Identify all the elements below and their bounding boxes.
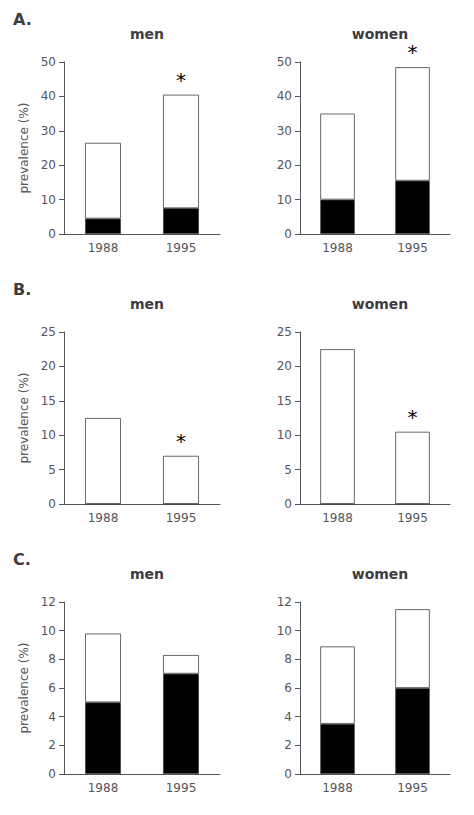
svg-text:men: men (130, 26, 164, 42)
svg-text:*: * (408, 405, 418, 429)
svg-text:prevalence (%): prevalence (%) (17, 102, 31, 193)
svg-text:prevalence (%): prevalence (%) (17, 642, 31, 733)
svg-text:5: 5 (48, 463, 56, 477)
svg-text:women: women (352, 296, 409, 312)
svg-text:5: 5 (284, 463, 292, 477)
svg-text:2: 2 (48, 738, 56, 752)
svg-text:40: 40 (41, 89, 56, 103)
svg-text:25: 25 (41, 325, 56, 339)
svg-text:30: 30 (277, 124, 292, 138)
svg-text:1988: 1988 (88, 781, 119, 795)
svg-text:men: men (130, 566, 164, 582)
svg-text:0: 0 (284, 767, 292, 781)
svg-text:A.: A. (13, 10, 32, 29)
svg-text:prevalence (%): prevalence (%) (17, 372, 31, 463)
svg-text:50: 50 (41, 55, 56, 69)
svg-text:women: women (352, 566, 409, 582)
svg-text:1988: 1988 (322, 511, 353, 525)
svg-text:15: 15 (41, 394, 56, 408)
svg-text:8: 8 (284, 652, 292, 666)
svg-text:0: 0 (284, 227, 292, 241)
svg-text:6: 6 (48, 681, 56, 695)
svg-text:10: 10 (41, 624, 56, 638)
svg-text:0: 0 (48, 227, 56, 241)
svg-text:10: 10 (277, 193, 292, 207)
svg-text:women: women (352, 26, 409, 42)
svg-text:10: 10 (41, 193, 56, 207)
svg-text:50: 50 (277, 55, 292, 69)
svg-text:20: 20 (41, 359, 56, 373)
svg-text:1995: 1995 (397, 241, 428, 255)
svg-text:1988: 1988 (88, 511, 119, 525)
svg-text:15: 15 (277, 394, 292, 408)
svg-text:2: 2 (284, 738, 292, 752)
svg-text:10: 10 (41, 428, 56, 442)
svg-text:C.: C. (13, 550, 31, 569)
svg-text:*: * (408, 40, 418, 64)
svg-text:1988: 1988 (88, 241, 119, 255)
svg-text:20: 20 (41, 158, 56, 172)
svg-text:B.: B. (13, 280, 31, 299)
svg-text:men: men (130, 296, 164, 312)
svg-text:30: 30 (41, 124, 56, 138)
svg-text:20: 20 (277, 158, 292, 172)
svg-text:12: 12 (277, 595, 292, 609)
svg-text:10: 10 (277, 624, 292, 638)
svg-text:1995: 1995 (166, 241, 197, 255)
svg-text:12: 12 (41, 595, 56, 609)
svg-text:0: 0 (284, 497, 292, 511)
svg-text:10: 10 (277, 428, 292, 442)
svg-text:0: 0 (48, 497, 56, 511)
svg-text:1995: 1995 (166, 781, 197, 795)
svg-text:1995: 1995 (397, 511, 428, 525)
svg-text:4: 4 (48, 710, 56, 724)
svg-text:40: 40 (277, 89, 292, 103)
svg-text:1995: 1995 (397, 781, 428, 795)
svg-text:20: 20 (277, 359, 292, 373)
svg-text:8: 8 (48, 652, 56, 666)
svg-text:*: * (176, 429, 186, 453)
svg-text:1988: 1988 (322, 241, 353, 255)
svg-text:6: 6 (284, 681, 292, 695)
svg-text:25: 25 (277, 325, 292, 339)
svg-text:4: 4 (284, 710, 292, 724)
svg-text:0: 0 (48, 767, 56, 781)
svg-text:1995: 1995 (166, 511, 197, 525)
svg-text:*: * (176, 68, 186, 92)
svg-text:1988: 1988 (322, 781, 353, 795)
